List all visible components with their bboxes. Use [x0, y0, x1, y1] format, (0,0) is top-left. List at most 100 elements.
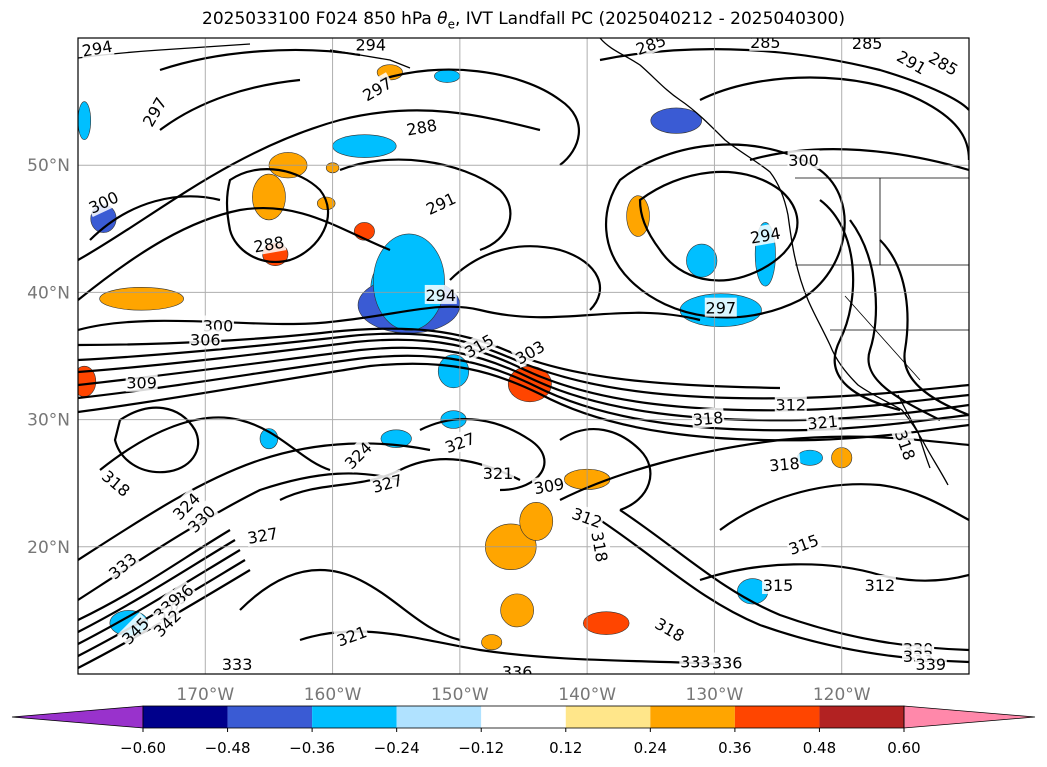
contour-label-bg: [785, 529, 822, 559]
contour-label-bg: [460, 329, 498, 362]
contour-label-bg: [103, 547, 141, 584]
contour-label-bg: [569, 502, 606, 532]
contour-label-bg: [767, 452, 802, 475]
contour-line: [699, 76, 969, 161]
contour-label: 318: [767, 452, 802, 475]
contour-label-bg: [183, 500, 220, 537]
contour-label-text: 306: [190, 330, 221, 349]
contour-label-bg: [98, 465, 135, 501]
ivt-patch: [583, 611, 630, 635]
contour-label-bg: [762, 574, 795, 594]
contour-line: [719, 483, 969, 531]
contour-label: 339: [914, 653, 947, 674]
contour-label-bg: [148, 604, 185, 641]
contour-label-bg: [851, 38, 884, 53]
contour-label-bg: [84, 186, 122, 218]
ivt-patch: [519, 501, 554, 541]
coastline-alaska: [599, 38, 949, 486]
x-tick-label: 140°W: [558, 685, 616, 705]
contour-label-bg: [704, 297, 737, 317]
contour-label-bg: [787, 150, 820, 170]
colorbar-bin: [565, 706, 651, 728]
colorbar-tick-label: 0.24: [634, 739, 667, 757]
colorbar-tick-label: −0.36: [289, 739, 335, 757]
contour-label-text: 294: [425, 286, 456, 305]
contour-line: [339, 158, 512, 252]
contour-label-bg: [189, 329, 222, 349]
contour-line: [78, 442, 431, 561]
contour-line: [559, 435, 969, 501]
contour-label-text: 333: [222, 655, 253, 674]
contour-label-bg: [245, 522, 280, 547]
contour-line: [849, 219, 941, 421]
colorbar-tick-label: 0.36: [718, 739, 751, 757]
contour-label: 309: [125, 372, 158, 393]
y-tick-label: 20°N: [27, 538, 70, 558]
contour-label-bg: [863, 574, 896, 594]
contour-label: 333: [679, 651, 712, 671]
contour-label-bg: [441, 427, 478, 457]
contour-label-text: 318: [692, 408, 724, 430]
contour-label-text: 300: [788, 151, 819, 170]
contour-label: 312: [863, 574, 896, 595]
contour-label-bg: [424, 284, 457, 304]
colorbar-tick-label: −0.24: [374, 739, 420, 757]
contour-label-text: 333: [680, 652, 711, 671]
contour-label: 312: [774, 394, 807, 414]
contour-line: [749, 148, 969, 172]
colorbar-tick-label: 0.48: [803, 739, 836, 757]
contour-label-bg: [148, 588, 185, 625]
title-suffix: , IVT Landfall PC (2025040212 - 20250403…: [454, 9, 845, 29]
y-tick-label: 50°N: [27, 156, 70, 176]
contour-label-bg: [588, 529, 613, 565]
contour-label-bg: [79, 38, 115, 60]
contour-line: [699, 563, 969, 582]
colorbar: −0.60 −0.48 −0.36 −0.24 −0.12 0.12 0.24 0.36 0.4…: [11, 705, 1036, 757]
colorbar-bin: [734, 706, 820, 728]
contour-line: [449, 245, 601, 311]
ivt-patch: [373, 233, 445, 331]
contour-line: [78, 109, 541, 261]
contour-label-bg: [125, 372, 158, 392]
x-tick-label: 120°W: [813, 685, 871, 705]
coastline-baja: [897, 394, 931, 469]
contour-label-bg: [358, 72, 396, 105]
contour-label-bg: [651, 612, 689, 646]
contour-label-text: 315: [763, 576, 794, 595]
ivt-patch: [380, 429, 412, 448]
contour-line: [159, 48, 361, 72]
ivt-patch: [252, 173, 286, 221]
contour-label-bg: [221, 653, 254, 673]
colorbar-tick-label: −0.60: [120, 739, 166, 757]
ivt-patch: [481, 634, 503, 651]
contour-label-bg: [137, 92, 171, 131]
contour-label: 285: [851, 38, 884, 53]
ivt-patch: [99, 287, 184, 311]
contour-line: [819, 199, 901, 412]
contour-label-bg: [369, 469, 406, 497]
contour-label-text: 336: [502, 662, 533, 681]
contour-line: [78, 529, 231, 621]
contour-label-bg: [691, 406, 725, 429]
contour-label-bg: [354, 38, 387, 54]
colorbar-bin: [481, 706, 566, 728]
contour-label: 285: [749, 38, 782, 52]
contour-label: 297: [704, 297, 737, 318]
contour-label-bg: [167, 487, 204, 524]
y-tick-label: 40°N: [27, 283, 70, 303]
contour-label-text: 336: [712, 654, 743, 673]
contour-label-bg: [679, 651, 712, 671]
contour-label-bg: [339, 436, 376, 473]
y-tick-label: 30°N: [27, 411, 70, 431]
contour-line: [239, 568, 461, 642]
ivt-patch: [686, 243, 718, 278]
ivt-patch: [796, 449, 823, 466]
contour-label: 327: [245, 522, 280, 548]
contour-line: [78, 305, 701, 332]
contour-label-bg: [116, 612, 153, 649]
state-border: [795, 177, 969, 381]
contour-label-text: 339: [916, 655, 947, 674]
contour-label: 321: [805, 410, 840, 433]
